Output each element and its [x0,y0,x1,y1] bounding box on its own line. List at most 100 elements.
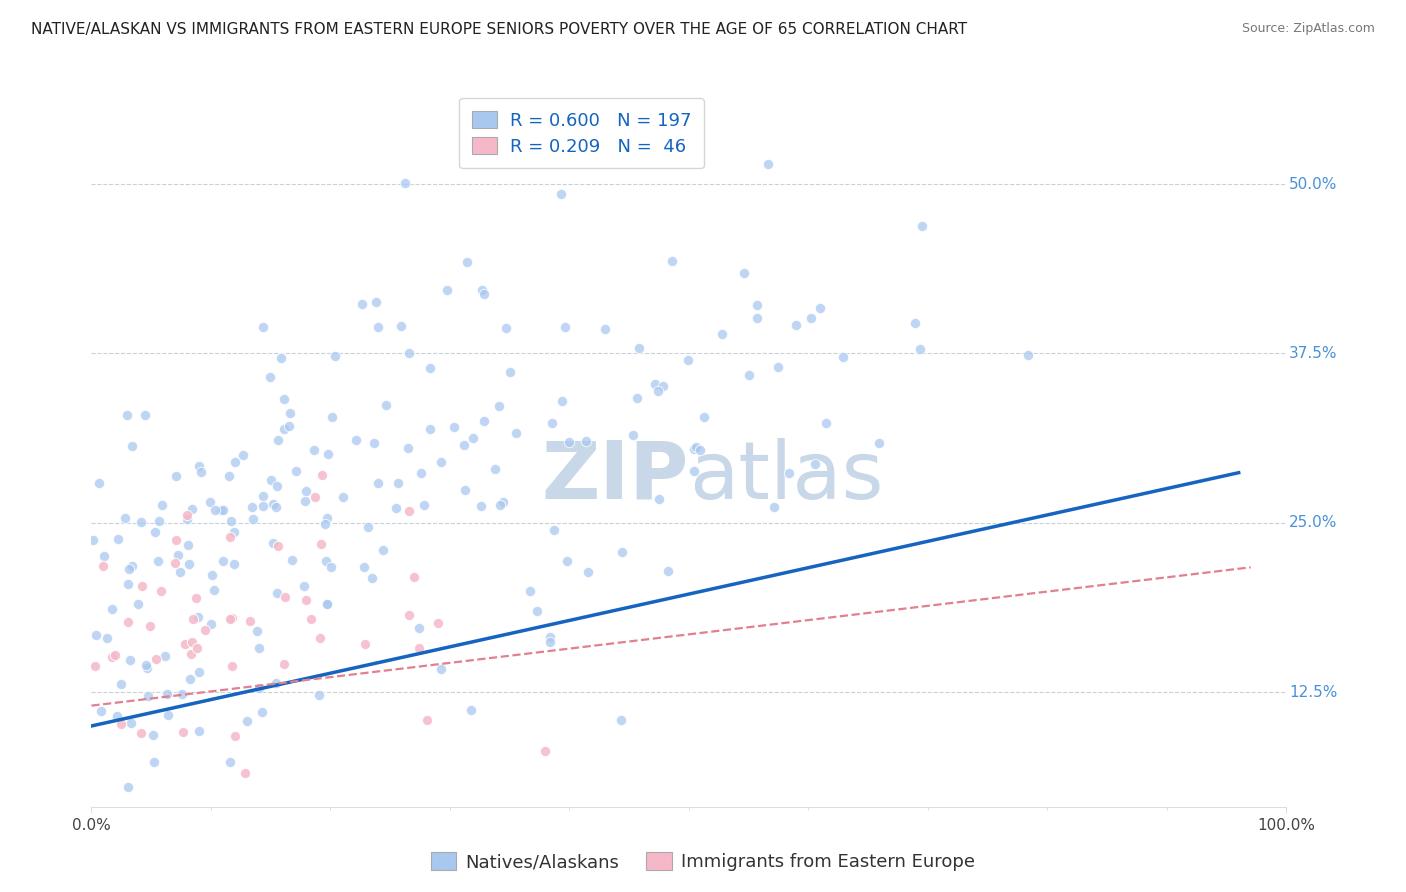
Text: 25.0%: 25.0% [1289,516,1337,530]
Point [357,520,380,534]
Point [165,533,187,548]
Point [540,416,562,430]
Point [408,640,430,655]
Point [366,295,388,310]
Point [294,494,316,508]
Point [91,558,114,573]
Point [526,604,548,618]
Point [262,536,284,550]
Point [120,715,142,730]
Point [304,490,326,504]
Point [495,321,517,335]
Point [200,617,222,632]
Point [174,636,197,650]
Point [908,342,931,356]
Point [187,610,209,624]
Point [316,447,339,461]
Point [868,436,890,450]
Point [127,597,149,611]
Point [621,427,644,442]
Point [284,465,307,479]
Point [353,637,375,651]
Point [202,582,225,597]
Point [176,512,198,526]
Point [194,623,217,637]
Point [309,536,332,550]
Text: atlas: atlas [689,438,883,516]
Point [344,434,367,448]
Point [266,676,288,690]
Point [224,729,246,743]
Point [778,467,800,481]
Point [647,384,669,398]
Point [489,498,512,512]
Point [136,689,159,703]
Point [188,723,211,738]
Point [398,346,420,360]
Point [463,431,485,445]
Point [148,515,170,529]
Point [402,570,425,584]
Point [121,439,143,453]
Point [419,422,441,436]
Point [274,591,297,605]
Point [756,157,779,171]
Point [550,394,572,409]
Point [628,342,651,356]
Point [242,500,264,515]
Point [453,438,475,452]
Point [200,567,222,582]
Point [267,540,290,554]
Point [153,649,176,664]
Point [221,659,243,673]
Point [309,631,332,645]
Point [652,379,675,393]
Point [430,455,453,469]
Point [209,502,232,516]
Point [212,554,235,568]
Point [179,672,201,686]
Point [117,780,139,794]
Point [657,564,679,578]
Point [200,495,222,509]
Point [84,658,107,673]
Point [470,499,492,513]
Point [135,658,157,673]
Point [100,602,122,616]
Point [419,360,441,375]
Point [131,579,153,593]
Legend: Natives/Alaskans, Immigrants from Eastern Europe: Natives/Alaskans, Immigrants from Easter… [425,846,981,879]
Point [277,418,299,433]
Point [252,499,274,513]
Point [499,365,522,379]
Text: 50.0%: 50.0% [1289,177,1337,192]
Point [117,615,139,629]
Point [1017,347,1039,361]
Legend: R = 0.600   N = 197, R = 0.209   N =  46: R = 0.600 N = 197, R = 0.209 N = 46 [458,98,703,169]
Point [353,559,375,574]
Point [693,409,716,424]
Point [311,468,333,483]
Point [219,531,242,545]
Text: 12.5%: 12.5% [1289,684,1337,699]
Point [186,641,208,656]
Point [484,462,506,476]
Point [609,713,631,727]
Point [533,744,555,758]
Point [218,755,240,769]
Point [387,476,409,491]
Text: Source: ZipAtlas.com: Source: ZipAtlas.com [1241,22,1375,36]
Point [188,458,211,473]
Point [371,543,394,558]
Point [430,662,453,676]
Point [644,376,666,391]
Point [398,504,420,518]
Point [165,468,187,483]
Point [426,615,449,630]
Point [375,398,398,412]
Point [267,433,290,447]
Point [804,458,827,472]
Point [129,515,152,529]
Point [180,635,202,649]
Point [221,611,243,625]
